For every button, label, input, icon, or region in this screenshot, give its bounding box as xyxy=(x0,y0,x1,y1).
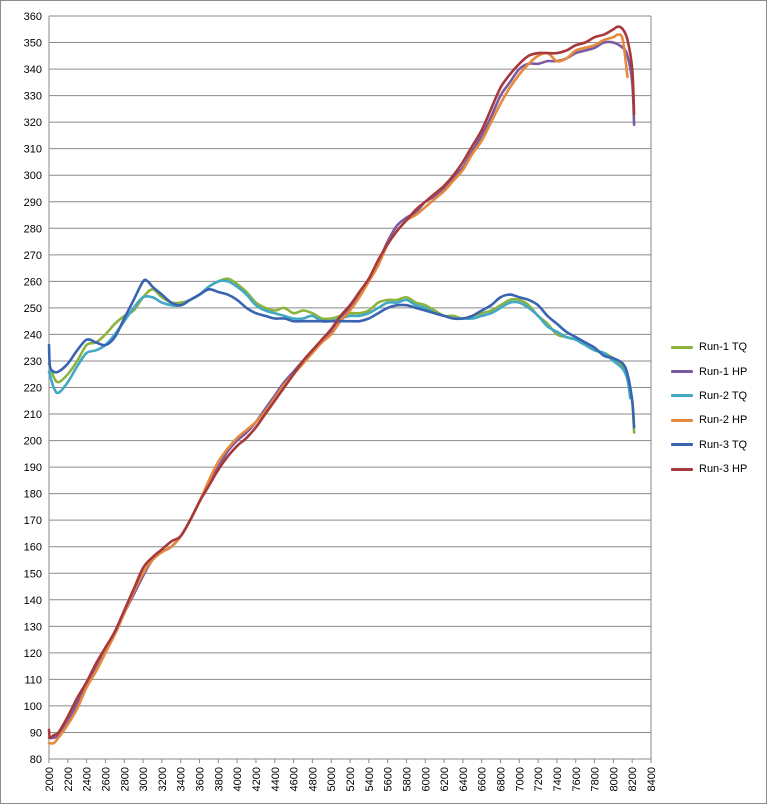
series-line-run-2-tq xyxy=(47,279,632,400)
legend-item: Run-1 TQ xyxy=(671,335,747,359)
legend-label: Run-1 HP xyxy=(699,365,748,378)
x-tick-label: 6400 xyxy=(458,767,470,791)
y-tick-label: 200 xyxy=(24,436,42,448)
legend-item: Run-2 HP xyxy=(671,408,747,432)
x-tick-label: 7600 xyxy=(571,767,583,791)
y-tick-label: 290 xyxy=(24,197,42,209)
legend-label: Run-3 HP xyxy=(699,463,748,476)
series-line-run-2-hp xyxy=(47,33,629,745)
x-tick-label: 4200 xyxy=(251,767,263,791)
x-tick-label: 3400 xyxy=(176,767,188,791)
x-tick-label: 5400 xyxy=(364,767,376,791)
x-tick-label: 2200 xyxy=(63,767,75,791)
x-tick-label: 5000 xyxy=(326,767,338,791)
legend-item: Run-2 TQ xyxy=(671,384,747,408)
x-tick-label: 5200 xyxy=(345,767,357,791)
y-tick-label: 350 xyxy=(24,38,42,50)
y-tick-label: 330 xyxy=(24,91,42,103)
y-tick-label: 270 xyxy=(24,250,42,262)
x-tick-label: 7200 xyxy=(533,767,545,791)
y-tick-label: 250 xyxy=(24,303,42,315)
x-tick-label: 3800 xyxy=(213,767,225,791)
series-line-run-3-hp xyxy=(47,25,636,740)
x-tick-label: 5800 xyxy=(401,767,413,791)
legend-swatch xyxy=(671,443,693,447)
x-tick-label: 3200 xyxy=(157,767,169,791)
y-tick-label: 140 xyxy=(24,595,42,607)
y-tick-label: 130 xyxy=(24,621,42,633)
y-tick-label: 280 xyxy=(24,223,42,235)
y-tick-label: 210 xyxy=(24,409,42,421)
x-tick-label: 3600 xyxy=(195,767,207,791)
legend-swatch xyxy=(671,418,693,422)
legend-item: Run-3 TQ xyxy=(671,433,747,457)
legend-label: Run-2 TQ xyxy=(699,389,748,402)
y-tick-label: 80 xyxy=(30,754,42,766)
y-tick-label: 260 xyxy=(24,276,42,288)
x-tick-label: 7800 xyxy=(590,767,602,791)
y-tick-label: 120 xyxy=(24,648,42,660)
y-tick-label: 360 xyxy=(24,11,42,23)
x-tick-label: 2600 xyxy=(100,767,112,791)
x-tick-label: 2800 xyxy=(119,767,131,791)
x-tick-label: 8200 xyxy=(627,767,639,791)
y-tick-label: 230 xyxy=(24,356,42,368)
x-tick-label: 4400 xyxy=(270,767,282,791)
y-tick-label: 180 xyxy=(24,489,42,501)
x-tick-label: 8400 xyxy=(646,767,658,791)
y-tick-label: 240 xyxy=(24,329,42,341)
y-tick-label: 310 xyxy=(24,144,42,156)
series-lines xyxy=(47,25,636,745)
y-tick-label: 300 xyxy=(24,170,42,182)
x-tick-label: 2000 xyxy=(44,767,56,791)
x-tick-label: 7000 xyxy=(514,767,526,791)
legend-label: Run-2 HP xyxy=(699,414,748,427)
y-tick-label: 340 xyxy=(24,64,42,76)
x-tick-label: 8000 xyxy=(608,767,620,791)
x-tick-label: 4000 xyxy=(232,767,244,791)
x-tick-label: 3000 xyxy=(138,767,150,791)
y-tick-label: 100 xyxy=(24,701,42,713)
y-tick-label: 90 xyxy=(30,727,42,739)
y-tick-label: 150 xyxy=(24,568,42,580)
x-tick-label: 7400 xyxy=(552,767,564,791)
grid xyxy=(49,15,651,760)
legend-swatch xyxy=(671,370,693,374)
axes: 80 90 100 110 120 130 140 150 160 170 180 190 200 210… xyxy=(24,11,658,791)
x-tick-label: 4600 xyxy=(289,767,301,791)
x-tick-label: 5600 xyxy=(383,767,395,791)
y-tick-label: 170 xyxy=(24,515,42,527)
x-tick-label: 2400 xyxy=(82,767,94,791)
legend-swatch xyxy=(671,345,693,349)
y-tick-label: 220 xyxy=(24,383,42,395)
x-tick-label: 4800 xyxy=(307,767,319,791)
legend: Run-1 TQ Run-1 HP Run-2 TQ Run-2 HP Run-3 TQ… xyxy=(671,335,747,481)
x-tick-label: 6200 xyxy=(439,767,451,791)
y-tick-label: 110 xyxy=(24,674,42,686)
legend-label: Run-3 TQ xyxy=(699,438,748,451)
legend-item: Run-3 HP xyxy=(671,457,747,481)
x-tick-label: 6000 xyxy=(420,767,432,791)
x-tick-label: 6800 xyxy=(496,767,508,791)
legend-label: Run-1 TQ xyxy=(699,341,748,354)
x-tick-label: 6600 xyxy=(477,767,489,791)
y-tick-label: 190 xyxy=(24,462,42,474)
legend-item: Run-1 HP xyxy=(671,359,747,383)
series-line-run-1-hp xyxy=(47,40,636,740)
legend-swatch xyxy=(671,394,693,398)
y-tick-label: 160 xyxy=(24,542,42,554)
y-tick-label: 320 xyxy=(24,117,42,129)
legend-swatch xyxy=(671,467,693,471)
